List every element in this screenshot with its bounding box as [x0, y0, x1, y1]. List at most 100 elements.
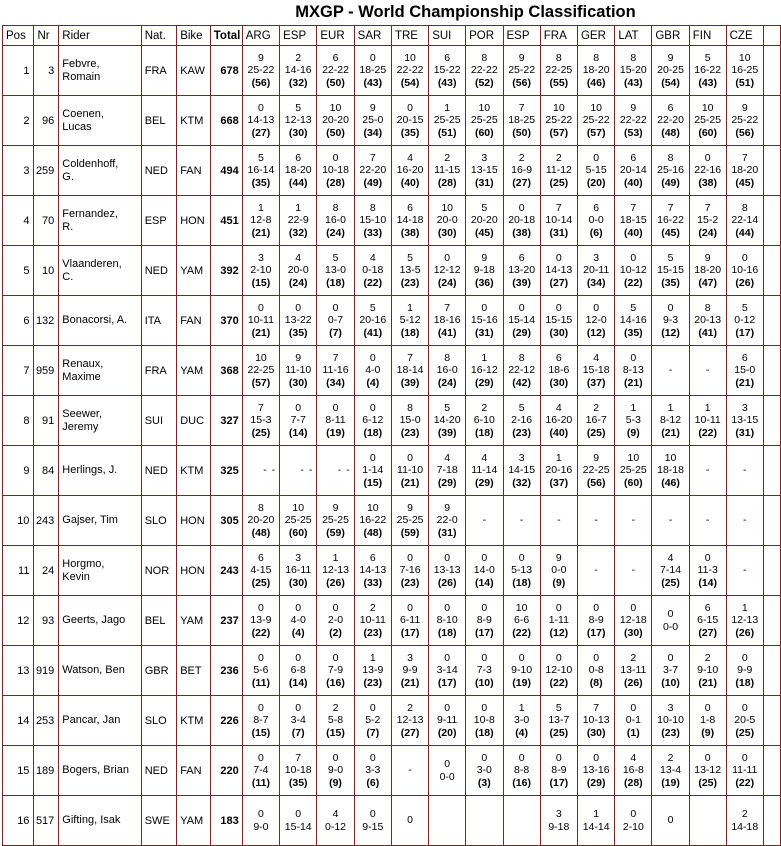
gp-cell-line: 20-0 [287, 264, 309, 277]
gp-cell: 0 8-11 (19) [316, 395, 355, 446]
gp-cell-line: 0 [518, 551, 525, 564]
gp-cell-line: 0-1 [625, 714, 641, 727]
gp-cell: 0 8-9 (17) [539, 745, 578, 796]
total-cell: 370 [209, 295, 243, 346]
gp-cell: 0 4-0 (4) [279, 595, 318, 646]
gp-cell-line: 22-9 [287, 214, 309, 227]
table-row: 3 259 Coldenhoff, G. NED FAN 494 5 16-14 (35) 6 18… [1, 145, 781, 196]
gp-cell-line: (30) [549, 376, 569, 389]
gp-cell-line: (12) [661, 326, 680, 339]
gp-cell-line: (11) [251, 776, 270, 789]
gp-cell: 1 5-12 (18) [390, 295, 430, 346]
gp-cell-line: 0 [667, 651, 674, 664]
gp-cell-line: 2 [518, 151, 525, 164]
gp-cell-line: (21) [698, 676, 718, 689]
total-cell: 226 [209, 695, 243, 746]
gp-cell-line: 22-25 [247, 364, 275, 377]
gp-cell-line: (26) [624, 676, 643, 689]
gp-cell: 0 1-11 (12) [539, 595, 578, 646]
gp-cell-line: (29) [474, 476, 494, 489]
gp-cell-line: - [594, 514, 598, 527]
gp-cell-line: 12-8 [250, 214, 272, 227]
gp-cell-line: 25-22 [582, 114, 610, 127]
gp-cell-line: 12-13 [322, 564, 349, 577]
total-cell: 236 [209, 645, 243, 696]
gp-cell-line: - [668, 514, 673, 527]
gp-cell: 0 9-15 [353, 795, 392, 846]
gp-cell-line: 0 [407, 601, 413, 614]
gp-cell-line: 2 [741, 808, 748, 820]
gp-cell-line: 5-13 [511, 564, 533, 577]
gp-cell: 5 2-16 (23) [502, 395, 541, 446]
gp-cell-line: 15-15 [657, 264, 684, 277]
gp-cell-line: (25) [549, 726, 569, 739]
gp-cell-line: (45) [735, 176, 755, 189]
gp-cell-line: (14) [288, 676, 308, 689]
gp-cell-line: 0 [295, 808, 302, 820]
gp-cell-line: 0 [481, 701, 488, 714]
gp-cell-line: (60) [474, 126, 494, 139]
gp-cell-line: 9 [518, 51, 525, 64]
gp-cell: 5 20-16 (41) [353, 295, 392, 346]
gp-cell-line: 20-20 [322, 114, 349, 127]
nr-cell: 243 [33, 495, 60, 546]
gp-cell-line: 2 [332, 701, 339, 714]
gp-cell-line: (39) [512, 276, 531, 289]
gp-cell-line: (38) [698, 176, 718, 189]
gp-cell: 10 25-22 (57) [539, 95, 578, 146]
pos-cell: 13 [1, 645, 35, 696]
gp-cell: 0 14-13 (27) [241, 95, 281, 146]
gp-cell: 8 16-0 (24) [316, 195, 355, 246]
gp-cell-line: 16-25 [731, 64, 759, 77]
gp-cell-line: 25-25 [694, 114, 722, 127]
gp-cell-line: 13-16 [582, 764, 610, 777]
gp-cell-line: 0 [741, 251, 748, 264]
gp-cell-line: 11-10 [397, 464, 424, 477]
gp-cell-line: 4 [444, 451, 451, 464]
gp-cell-line: 6-10 [473, 414, 495, 427]
gp-cell-line: 6 [518, 251, 525, 264]
gp-cell-line: 0 [555, 651, 562, 664]
gp-cell-line: (56) [512, 76, 531, 89]
gp-cell-line: 0 [369, 401, 376, 414]
gp-cell-line: 15-3 [250, 414, 272, 427]
gp-cell-line: 22-20 [657, 114, 684, 127]
rider-cell: Gajser, Tim [58, 495, 142, 546]
nat-cell: NED [140, 745, 178, 796]
gp-cell-line: 16-7 [585, 414, 607, 427]
pos-cell: 4 [1, 195, 35, 246]
gp-cell-line: 8-7 [253, 714, 269, 727]
gp-cell-line: (21) [624, 376, 643, 389]
gp-cell-line: (7) [366, 726, 380, 739]
gp-cell-line: (25) [698, 776, 718, 789]
gp-cell: - [725, 495, 764, 546]
gp-cell-line: 6 [630, 151, 637, 164]
gp-cell: 6 15-0 (21) [725, 345, 764, 396]
gp-cell-line: 10 [664, 451, 677, 464]
gp-cell: 0 9-0 (9) [316, 745, 355, 796]
gp-cell-line: (17) [549, 776, 569, 789]
rider-cell: Watson, Ben [58, 645, 142, 696]
gp-cell-line: (32) [288, 76, 308, 89]
gp-cell-line: 9 [407, 501, 413, 514]
gp-cell-line: 9-3 [662, 314, 679, 327]
gp-cell [428, 795, 467, 846]
gp-cell-line: (57) [251, 376, 271, 389]
gp-cell-line: 0 [369, 451, 376, 464]
gp-cell-line: 12-13 [396, 714, 424, 727]
gp-cell [465, 795, 504, 846]
gp-cell-line: 8-13 [622, 364, 644, 377]
gp-cell: 0 14-0 (14) [465, 545, 504, 596]
nr-cell: 10 [33, 245, 60, 296]
gp-cell: 0 20-5 (25) [725, 695, 764, 746]
gp-cell-line: 18-14 [396, 364, 424, 377]
gp-cell-line: 14-18 [396, 214, 424, 227]
gp-cell-line: 5-2 [365, 714, 381, 727]
column-header-sui-11: SUI [428, 25, 467, 46]
gp-cell-line: (6) [589, 226, 603, 239]
gp-cell-line: - [519, 514, 524, 527]
gp-cell: 0 11-11 (22) [725, 745, 764, 796]
gp-cell-clipped [762, 195, 781, 246]
gp-cell-line: 9-10 [511, 664, 533, 677]
gp-cell-line: 16-0 [436, 364, 458, 377]
